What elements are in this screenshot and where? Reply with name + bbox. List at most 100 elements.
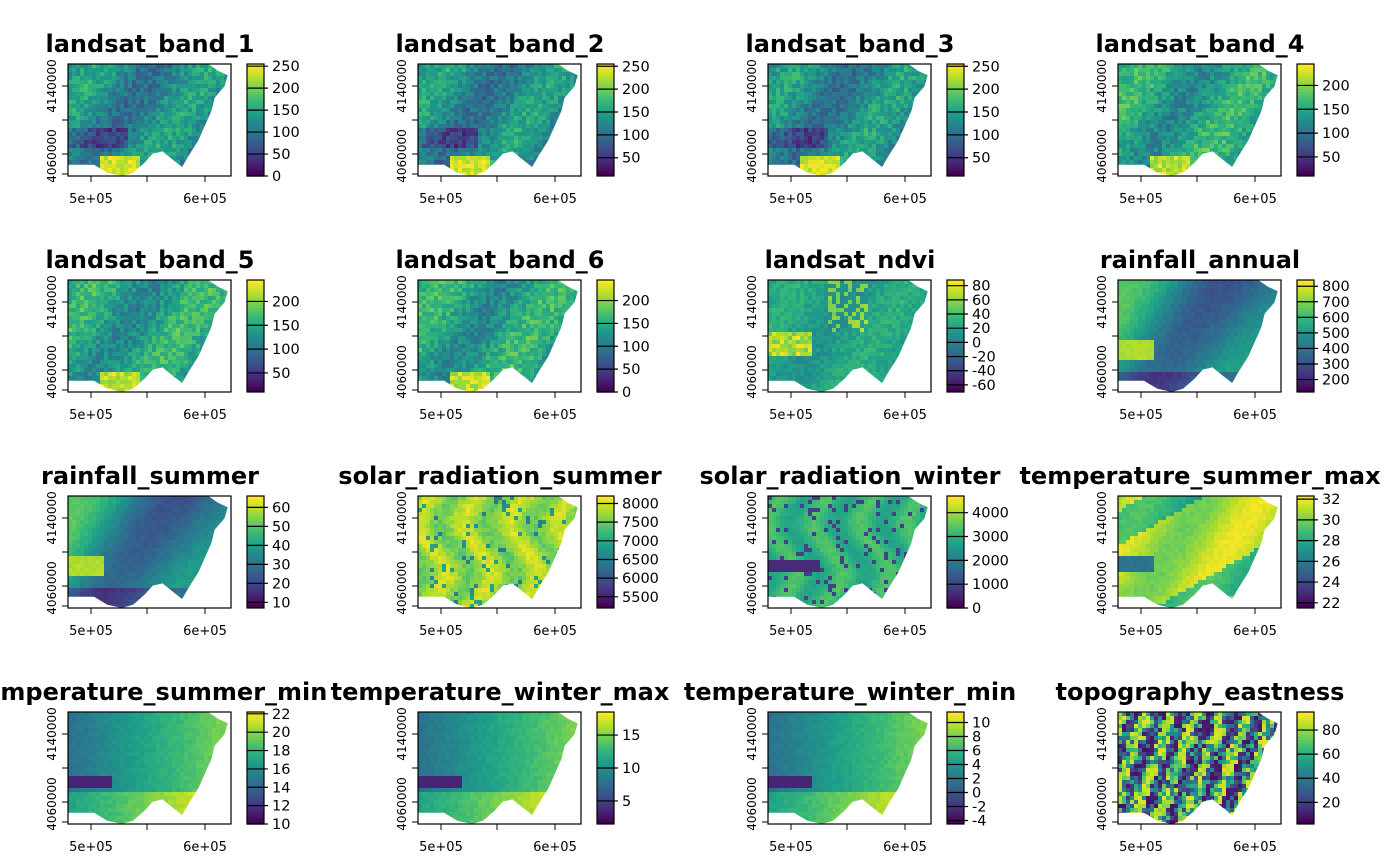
map-panel-temperature-summer-max: temperature_summer_max 5e+05 6e+05 4060000 4… [1019, 432, 1400, 648]
y-tick-label: 4140000 [395, 707, 409, 760]
map-panel-landsat-band-6: landsat_band_6 5e+05 6e+05 4060000 4140000 20… [350, 216, 700, 432]
map-panel-solar-radiation-summer: solar_radiation_summer 5e+05 6e+05 4060000 4… [338, 432, 700, 648]
legend-label: 100 [622, 339, 650, 355]
legend-label: 50 [1322, 150, 1340, 166]
legend-label: 0 [972, 786, 981, 802]
legend-label: 15 [622, 728, 640, 744]
x-tick-label: 5e+05 [1119, 840, 1163, 855]
map-svg: solar_radiation_summer 5e+05 6e+05 4060000 4… [338, 462, 662, 639]
x-tick-label: 6e+05 [183, 840, 227, 855]
map-panel-landsat-band-5: landsat_band_5 5e+05 6e+05 4060000 4140000 20… [0, 216, 350, 432]
legend-label: 50 [272, 147, 290, 163]
map-svg: rainfall_summer 5e+05 6e+05 4060000 4140000 6… [41, 462, 290, 639]
y-tick-label: 4140000 [45, 59, 59, 112]
x-tick-label: 5e+05 [419, 840, 463, 855]
legend-label: 200 [1322, 78, 1350, 94]
map-panel-topography-eastness: topography_eastness 5e+05 6e+05 4060000 4140… [1050, 648, 1400, 864]
legend-label: 0 [272, 169, 281, 185]
legend-label: 3000 [972, 530, 1009, 546]
panel-title: temperature_winter_min [684, 678, 1016, 706]
map-panel-landsat-ndvi: landsat_ndvi 5e+05 6e+05 4060000 4140000 80 60… [700, 216, 1050, 432]
map-panel-landsat-band-4: landsat_band_4 5e+05 6e+05 4060000 4140000 20… [1050, 0, 1400, 216]
panel-title: landsat_band_5 [46, 246, 255, 274]
legend-colorbar [946, 279, 965, 393]
raster-layer [418, 64, 578, 176]
y-tick-label: 4140000 [1095, 59, 1109, 112]
legend-label: 22 [1322, 596, 1340, 612]
x-tick-label: 6e+05 [533, 840, 577, 855]
legend-label: 80 [1322, 723, 1340, 739]
panel-title: landsat_ndvi [765, 246, 936, 274]
x-tick-label: 6e+05 [1233, 192, 1277, 207]
legend-label: 16 [272, 762, 290, 778]
legend-label: 30 [1322, 513, 1340, 529]
x-tick-label: 5e+05 [69, 624, 113, 639]
legend-label: 30 [272, 557, 290, 573]
y-tick-label: 4140000 [1095, 707, 1109, 760]
map-svg: landsat_band_4 5e+05 6e+05 4060000 4140000 20… [1095, 30, 1350, 207]
y-tick-label: 4060000 [1095, 777, 1109, 830]
x-tick-label: 5e+05 [419, 408, 463, 423]
legend-label: 250 [622, 59, 650, 75]
y-tick-label: 4060000 [745, 561, 759, 614]
legend-label: 150 [622, 316, 650, 332]
panel-title: rainfall_annual [1100, 246, 1300, 274]
legend-label: 8 [972, 730, 981, 746]
legend-label: 50 [622, 362, 640, 378]
x-tick-label: 6e+05 [533, 192, 577, 207]
legend-colorbar [1296, 279, 1315, 393]
y-tick-label: 4140000 [1095, 491, 1109, 544]
legend-label: 0 [972, 601, 981, 617]
legend-label: 500 [1322, 326, 1350, 342]
y-tick-label: 4060000 [395, 129, 409, 182]
legend-label: 100 [1322, 126, 1350, 142]
legend-label: 50 [272, 519, 290, 535]
y-tick-label: 4060000 [1095, 345, 1109, 398]
map-panel-landsat-band-1: landsat_band_1 5e+05 6e+05 4060000 4140000 25… [0, 0, 350, 216]
legend-label: 800 [1322, 279, 1350, 295]
y-tick-label: 4140000 [745, 707, 759, 760]
legend-label: 4 [972, 758, 981, 774]
legend-label: 7500 [622, 515, 659, 531]
x-tick-label: 6e+05 [883, 840, 927, 855]
map-svg: solar_radiation_winter 5e+05 6e+05 4060000 4… [699, 462, 1009, 639]
map-panel-landsat-band-3: landsat_band_3 5e+05 6e+05 4060000 4140000 25… [700, 0, 1050, 216]
legend-label: 20 [1322, 795, 1340, 811]
legend-label: 5 [622, 794, 631, 810]
legend-colorbar [246, 495, 265, 609]
panel-title: landsat_band_2 [396, 30, 605, 58]
raster-layer [1118, 64, 1278, 176]
legend-label: 10 [272, 817, 290, 833]
legend-label: 22 [272, 707, 290, 723]
legend-label: 200 [272, 81, 300, 97]
legend-label: 24 [1322, 575, 1340, 591]
map-svg: landsat_ndvi 5e+05 6e+05 4060000 4140000 8060… [745, 246, 996, 423]
raster-layer [418, 496, 578, 608]
raster-layer [768, 280, 928, 392]
y-tick-label: 4140000 [395, 59, 409, 112]
legend-label: 10 [972, 716, 990, 732]
raster-layer [768, 496, 928, 608]
x-tick-label: 5e+05 [769, 192, 813, 207]
panel-title: solar_radiation_winter [699, 462, 1000, 490]
legend-label: 32 [1322, 492, 1340, 508]
map-svg: temperature_summer_max 5e+05 6e+05 4060000 4… [1019, 462, 1381, 639]
map-panel-temperature-winter-min: temperature_winter_min 5e+05 6e+05 4060000 4… [684, 648, 1050, 864]
legend-colorbar [596, 279, 615, 393]
legend-label: 50 [972, 151, 990, 167]
raster-layer [68, 280, 228, 392]
panel-title: solar_radiation_summer [338, 462, 662, 490]
map-svg: landsat_band_6 5e+05 6e+05 4060000 4140000 20… [395, 246, 650, 423]
map-panel-landsat-band-2: landsat_band_2 5e+05 6e+05 4060000 4140000 25… [350, 0, 700, 216]
legend-label: -60 [972, 378, 996, 394]
legend-colorbar [596, 63, 615, 177]
legend-label: 100 [622, 128, 650, 144]
legend-label: -20 [972, 350, 996, 366]
legend-label: 150 [272, 103, 300, 119]
y-tick-label: 4060000 [45, 561, 59, 614]
legend-label: 14 [272, 780, 290, 796]
panel-title: landsat_band_6 [396, 246, 605, 274]
legend-label: 200 [1322, 373, 1350, 389]
panel-title: rainfall_summer [41, 462, 259, 490]
